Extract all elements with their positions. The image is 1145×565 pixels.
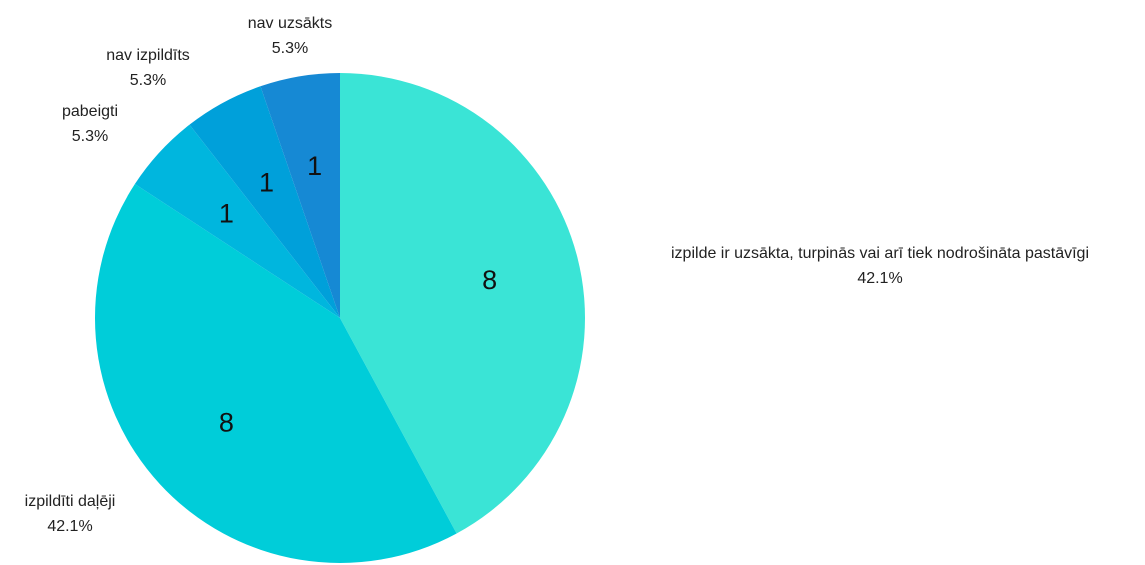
- slice-value-label: 8: [482, 265, 497, 295]
- pie-slice-nav-izpildits[interactable]: [189, 86, 340, 319]
- slice-percent-label: 5.3%: [272, 40, 308, 57]
- slice-value-label: 1: [259, 167, 274, 197]
- pie-slice-pabeigti[interactable]: [134, 124, 340, 318]
- slice-category-label: izpilde ir uzsākta, turpinās vai arī tie…: [671, 245, 1089, 262]
- pie-slice-nav-uzsakts[interactable]: [260, 73, 340, 318]
- slice-category-label: nav uzsākts: [248, 15, 332, 32]
- slice-percent-label: 5.3%: [72, 128, 108, 145]
- slice-value-label: 1: [307, 151, 322, 181]
- slice-category-label: pabeigti: [62, 103, 118, 120]
- slice-value-label: 1: [219, 199, 234, 229]
- pie-labels: 8 izpilde ir uzsākta, turpinās vai arī ti…: [25, 15, 1089, 535]
- pie-slice-izpilditi-daleji[interactable]: [94, 184, 457, 564]
- slice-percent-label: 42.1%: [857, 270, 902, 287]
- slice-category-label: izpildīti daļēji: [25, 493, 116, 510]
- slice-percent-label: 42.1%: [47, 518, 92, 535]
- slice-percent-label: 5.3%: [130, 72, 166, 89]
- pie-slices: [94, 73, 586, 564]
- slice-category-label: nav izpildīts: [106, 47, 190, 64]
- slice-value-label: 8: [219, 408, 234, 438]
- pie-slice-izpilde-ir-uzsakta-turpinas-vai-ari-tiek[interactable]: [340, 73, 586, 534]
